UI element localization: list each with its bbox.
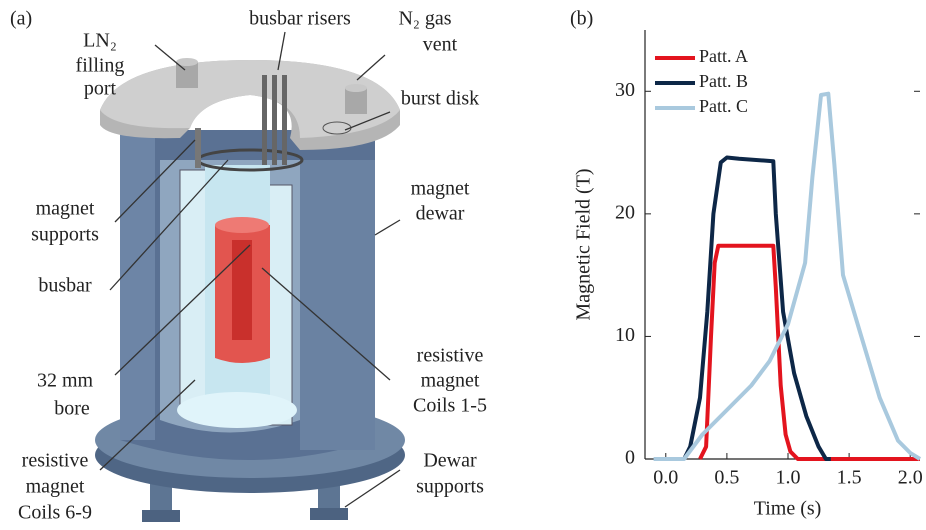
y-tick-label: 10 bbox=[615, 324, 635, 346]
panel-label: (a) bbox=[10, 8, 32, 30]
page: (b) 0.0 0.5 1.0 1.5 2.0 0 10 20 30 Time (s) Magneti… bbox=[0, 0, 926, 530]
diagram-label: busbar risers bbox=[249, 8, 351, 30]
diagram-label: resistive bbox=[417, 345, 484, 367]
y-tick-label: 0 bbox=[625, 447, 635, 469]
x-tick-label: 1.0 bbox=[776, 467, 801, 489]
x-tick-label: 0.5 bbox=[714, 467, 739, 489]
figure: (b) 0.0 0.5 1.0 1.5 2.0 0 10 20 30 Time (s) Magneti… bbox=[0, 0, 926, 530]
legend-label: Patt. A bbox=[699, 46, 748, 66]
diagram-label: bore bbox=[54, 398, 90, 420]
diagram-label: N₂ gas bbox=[398, 8, 451, 30]
y-tick-label: 20 bbox=[615, 201, 635, 223]
x-tick-label: 1.5 bbox=[837, 467, 862, 489]
dewar-drawing bbox=[95, 32, 405, 522]
diagram-label: LN₂ bbox=[83, 30, 117, 52]
diagram-label: magnet bbox=[421, 370, 480, 392]
diagram-label: filling bbox=[76, 55, 125, 77]
x-tick-label: 0.0 bbox=[653, 467, 678, 489]
diagram-label: resistive bbox=[22, 450, 89, 472]
y-axis-label: Magnetic Field (T) bbox=[573, 168, 595, 320]
x-axis-label: Time (s) bbox=[754, 498, 822, 520]
diagram-label: Dewar bbox=[423, 450, 477, 472]
diagram-label: supports bbox=[31, 224, 99, 246]
diagram-label: 32 mm bbox=[37, 370, 94, 392]
x-tick-label: 2.0 bbox=[898, 467, 923, 489]
diagram-label: supports bbox=[416, 476, 484, 498]
diagram-label: busbar bbox=[38, 275, 92, 297]
plot-axes: (b) 0.0 0.5 1.0 1.5 2.0 0 10 20 30 Time (s) Magneti… bbox=[570, 8, 923, 520]
diagram-label: Coils 1-5 bbox=[413, 395, 487, 417]
diagram-label: burst disk bbox=[401, 88, 479, 110]
diagram-label: Coils 6-9 bbox=[18, 502, 92, 524]
diagram-label: magnet bbox=[26, 476, 85, 498]
legend-label: Patt. C bbox=[699, 96, 748, 116]
diagram-label: magnet bbox=[36, 198, 95, 220]
series-line bbox=[654, 94, 920, 459]
diagram-label: dewar bbox=[416, 203, 465, 225]
diagram-label: vent bbox=[423, 34, 458, 56]
diagram-label: magnet bbox=[411, 178, 470, 200]
legend-label: Patt. B bbox=[699, 71, 748, 91]
diagram-label: port bbox=[84, 78, 117, 100]
panel-label: (b) bbox=[570, 8, 593, 30]
y-tick-label: 30 bbox=[615, 79, 635, 101]
